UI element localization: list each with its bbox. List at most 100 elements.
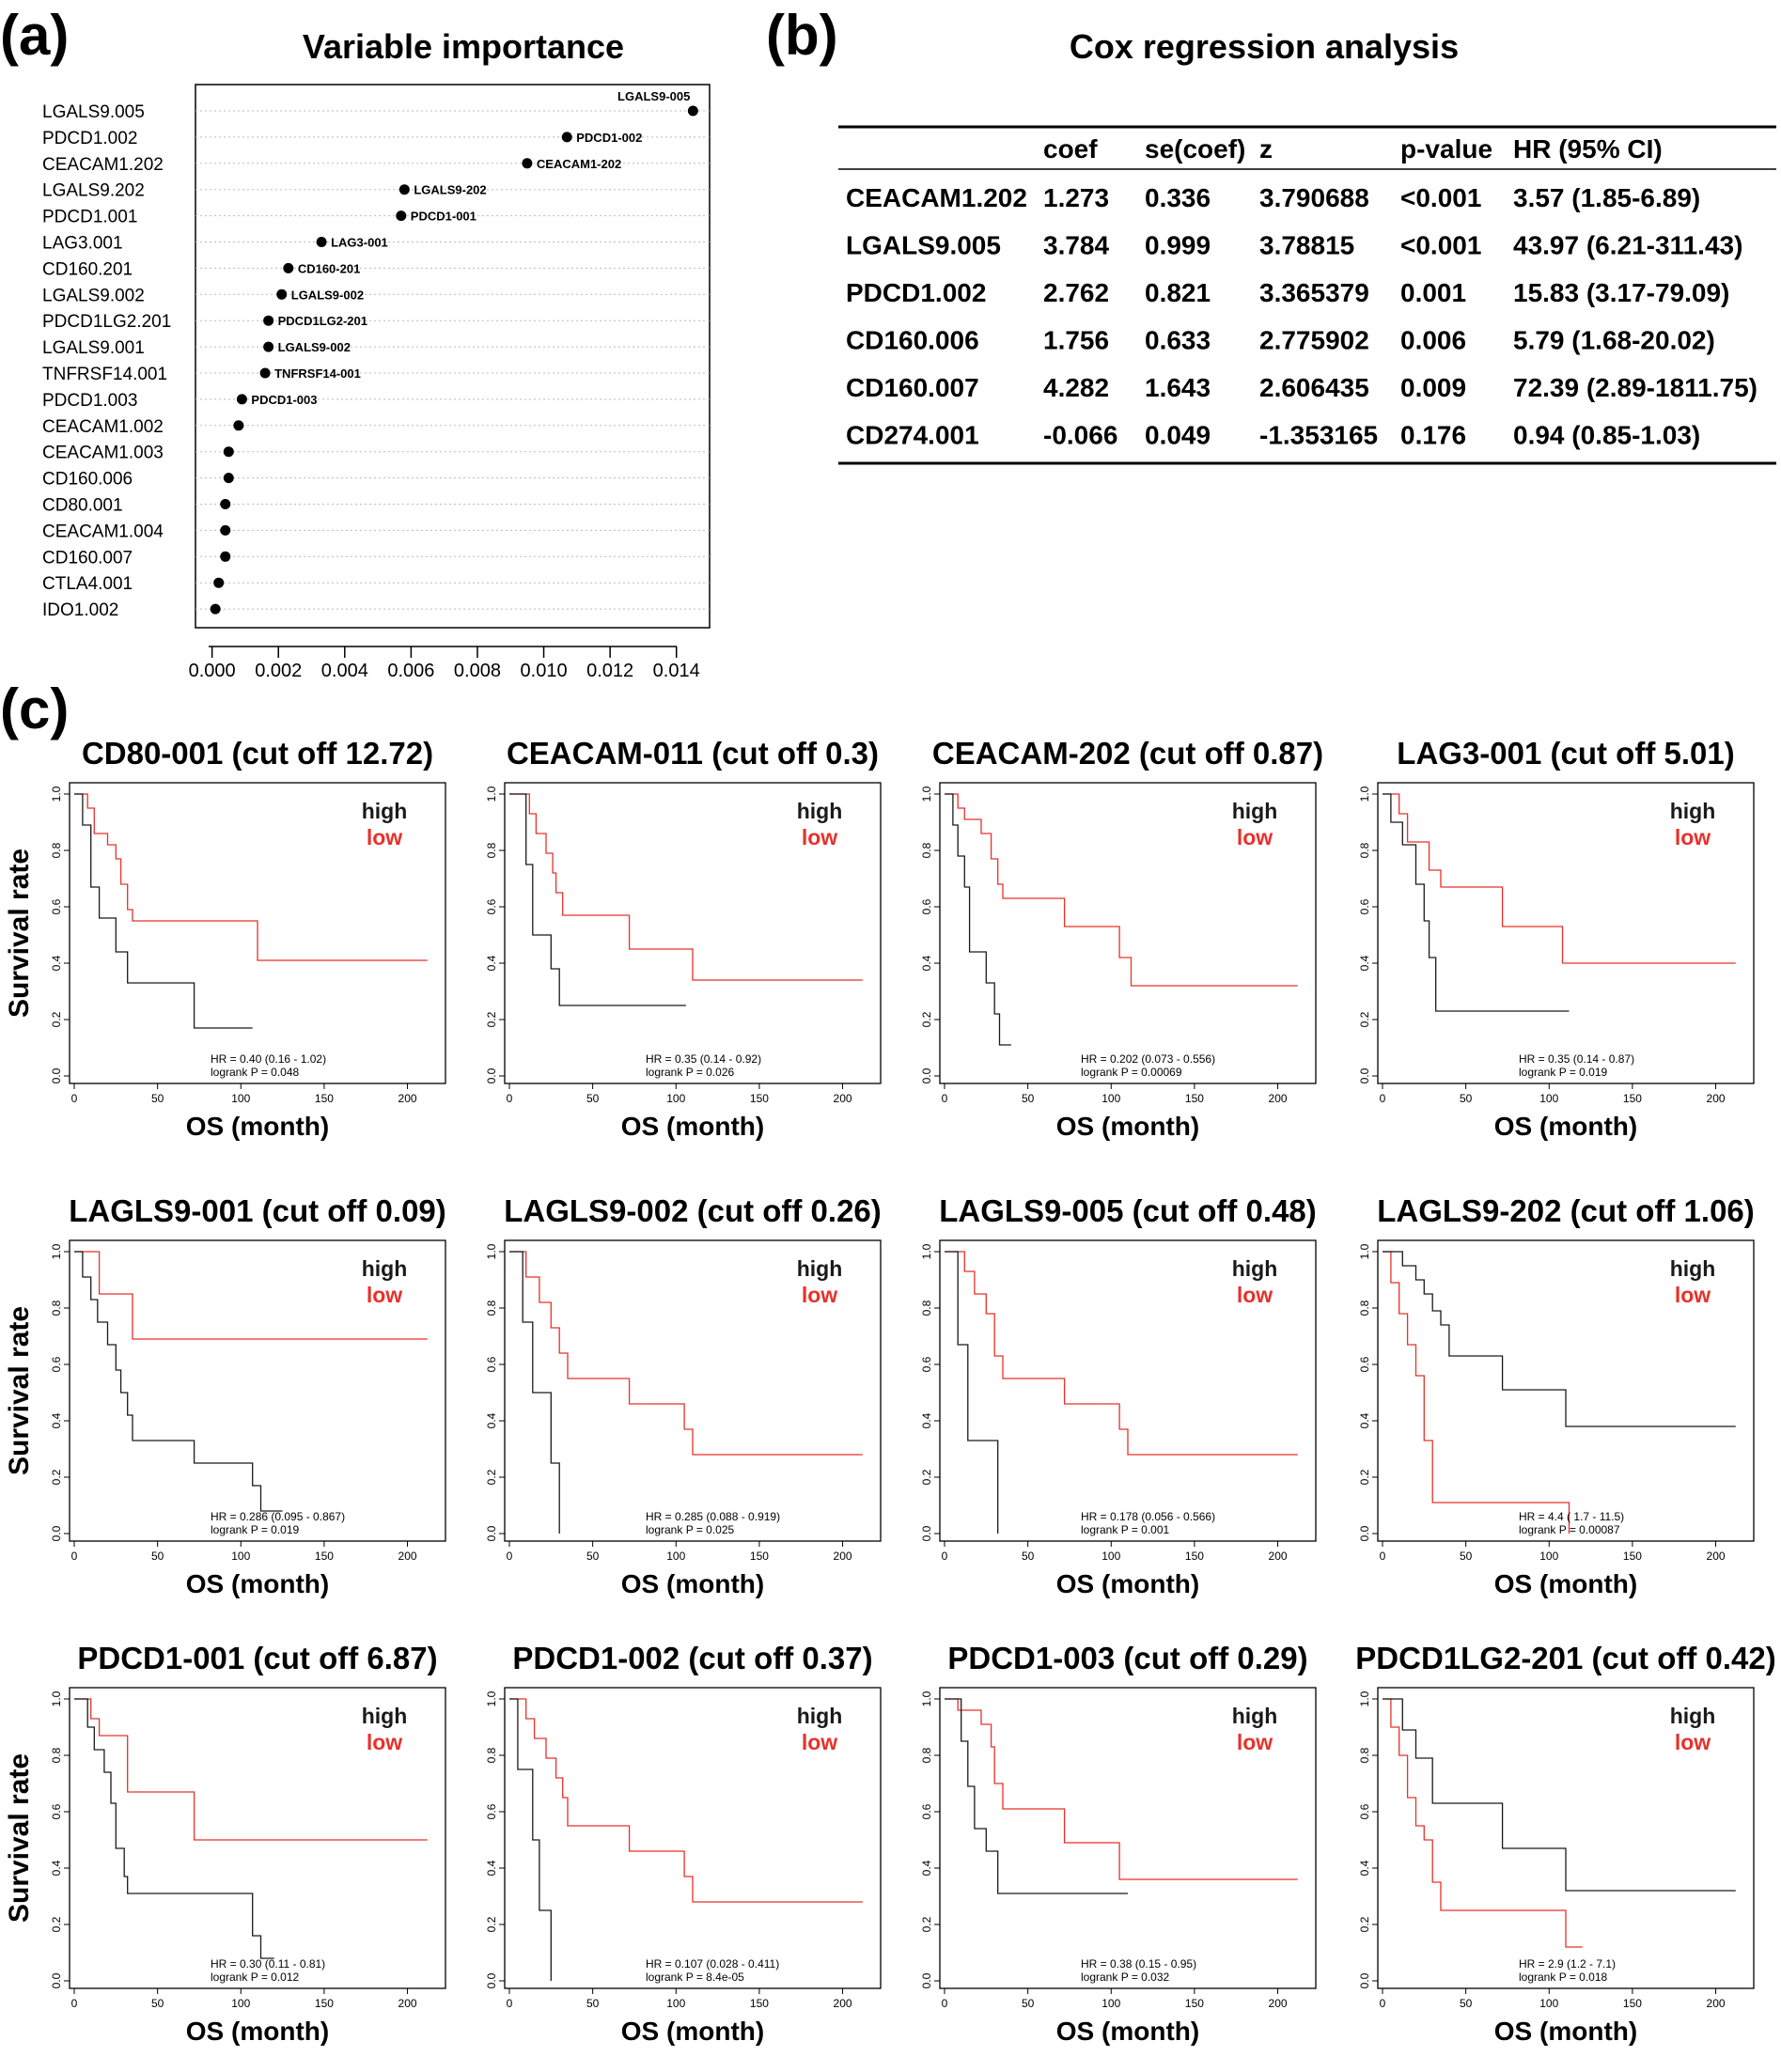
km-x-tick-label: 100 xyxy=(231,1997,250,2010)
km-y-tick-label: 0.6 xyxy=(920,1356,933,1372)
km-panel-title: LAGLS9-005 (cut off 0.48) xyxy=(939,1193,1317,1228)
km-logrank-p: logrank P = 0.001 xyxy=(1081,1523,1170,1536)
km-y-tick-label: 1.0 xyxy=(1358,1243,1371,1259)
km-x-tick-label: 0 xyxy=(71,1092,78,1105)
table-column-header: HR (95% CI) xyxy=(1513,134,1663,164)
km-y-tick-label: 1.0 xyxy=(485,1243,498,1259)
km-plot-frame xyxy=(1377,782,1755,1084)
km-x-tick-label: 100 xyxy=(1101,1997,1120,2010)
km-x-tick-label: 0 xyxy=(71,1997,78,2010)
importance-point-label: CD160-201 xyxy=(298,261,361,275)
km-legend-low: low xyxy=(1237,1730,1273,1754)
km-y-tick-label: 0.8 xyxy=(920,1300,933,1316)
km-legend-low: low xyxy=(367,825,402,849)
importance-point xyxy=(220,499,231,509)
importance-point xyxy=(233,420,244,431)
km-y-tick-label: 0.8 xyxy=(485,1300,498,1316)
km-logrank-p: logrank P = 0.012 xyxy=(211,1971,300,1984)
km-logrank-p: logrank P = 0.032 xyxy=(1081,1971,1170,1984)
km-legend-high: high xyxy=(362,1704,408,1728)
km-y-tick-label: 0.2 xyxy=(50,1469,63,1485)
km-y-tick-label: 0.8 xyxy=(920,842,933,858)
importance-variable-label: LAG3.001 xyxy=(42,234,123,254)
km-y-tick-label: 0.4 xyxy=(485,955,498,971)
km-x-tick-label: 0 xyxy=(507,1550,513,1563)
km-x-tick-label: 100 xyxy=(231,1092,250,1105)
table-cell: 3.790688 xyxy=(1259,183,1369,212)
table-row-label: CD160.006 xyxy=(846,326,979,355)
km-logrank-p: logrank P = 0.019 xyxy=(1519,1066,1608,1079)
km-x-tick-label: 150 xyxy=(315,1092,334,1105)
importance-point xyxy=(283,262,294,273)
importance-variable-label: PDCD1.003 xyxy=(42,391,137,411)
km-y-tick-label: 0.0 xyxy=(920,1525,933,1541)
importance-variable-label: CEACAM1.002 xyxy=(42,417,164,437)
importance-variable-label: PDCD1LG2.201 xyxy=(42,312,171,332)
table-cell: 3.784 xyxy=(1043,231,1109,260)
km-hazard-ratio: HR = 0.30 (0.11 - 0.81) xyxy=(211,1957,325,1971)
table-cell: 0.821 xyxy=(1145,278,1211,307)
km-panel: LAGLS9-005 (cut off 0.48) 0 50 100 150 200 0.0… xyxy=(920,1193,1317,1598)
km-curve-high xyxy=(74,793,253,1029)
importance-x-tick-label: 0.010 xyxy=(521,661,568,681)
importance-point xyxy=(687,105,698,117)
km-y-tick-label: 0.2 xyxy=(920,1469,933,1485)
importance-point xyxy=(220,524,231,536)
km-legend-low: low xyxy=(802,1730,837,1754)
km-x-tick-label: 50 xyxy=(1460,1092,1473,1105)
km-x-tick-label: 100 xyxy=(666,1550,685,1563)
importance-variable-label: CD160.006 xyxy=(42,470,133,490)
table-cell: 0.006 xyxy=(1400,326,1466,355)
table-cell: 15.83 (3.17-79.09) xyxy=(1513,278,1729,307)
km-curve-high xyxy=(1383,793,1570,1012)
table-cell: 2.606435 xyxy=(1259,373,1369,402)
km-plot-frame xyxy=(939,1239,1317,1542)
km-curve-high xyxy=(509,793,686,1006)
km-logrank-p: logrank P = 0.00087 xyxy=(1519,1523,1620,1536)
table-cell: 0.009 xyxy=(1400,373,1466,402)
importance-variable-label: CEACAM1.004 xyxy=(42,522,164,541)
km-panel-title: CEACAM-202 (cut off 0.87) xyxy=(932,736,1323,771)
table-cell: 0.001 xyxy=(1400,278,1466,307)
km-panel-title: CD80-001 (cut off 12.72) xyxy=(82,736,433,771)
km-x-axis-label: OS (month) xyxy=(186,1112,329,1141)
importance-variable-label: LGALS9.005 xyxy=(42,102,145,122)
km-y-tick-label: 0.0 xyxy=(1358,1067,1371,1083)
km-curve-high xyxy=(1383,1698,1736,1892)
importance-x-tick-label: 0.014 xyxy=(653,661,700,681)
table-cell: 72.39 (2.89-1811.75) xyxy=(1513,373,1758,402)
importance-x-tick-label: 0.002 xyxy=(255,661,302,681)
table-cell: 3.57 (1.85-6.89) xyxy=(1513,183,1700,212)
km-x-tick-label: 150 xyxy=(1623,1997,1642,2010)
km-y-tick-label: 1.0 xyxy=(50,1243,63,1259)
importance-variable-label: CD160.201 xyxy=(42,259,133,279)
km-legend-high: high xyxy=(1670,1704,1716,1728)
km-y-tick-label: 0.2 xyxy=(485,1916,498,1932)
km-x-tick-label: 0 xyxy=(71,1550,78,1563)
km-x-tick-label: 150 xyxy=(750,1092,769,1105)
km-panel-title: PDCD1-003 (cut off 0.29) xyxy=(947,1641,1307,1675)
km-x-axis-label: OS (month) xyxy=(621,2017,764,2046)
km-legend-low: low xyxy=(1675,1730,1711,1754)
importance-point xyxy=(223,473,234,484)
km-x-axis-label: OS (month) xyxy=(1494,1569,1637,1598)
importance-point-label: LGALS9-002 xyxy=(291,288,364,302)
km-y-tick-label: 0.4 xyxy=(485,1860,498,1876)
importance-variable-label: CEACAM1.202 xyxy=(42,155,164,175)
km-legend-high: high xyxy=(1670,799,1716,823)
km-panel-title: LAG3-001 (cut off 5.01) xyxy=(1397,736,1734,771)
km-x-axis-label: OS (month) xyxy=(621,1112,764,1141)
km-x-tick-label: 200 xyxy=(1707,1550,1726,1563)
table-cell: 0.633 xyxy=(1145,326,1211,355)
km-hazard-ratio: HR = 0.286 (0.095 - 0.867) xyxy=(211,1510,345,1523)
km-legend-high: high xyxy=(1232,1704,1278,1728)
km-y-tick-label: 0.6 xyxy=(920,1803,933,1819)
importance-variable-label: CD80.001 xyxy=(42,496,123,516)
km-x-tick-label: 150 xyxy=(1185,1092,1204,1105)
importance-variable-label: CEACAM1.003 xyxy=(42,444,164,463)
km-y-tick-label: 0.4 xyxy=(920,1860,933,1876)
table-cell: 0.336 xyxy=(1145,183,1211,212)
importance-point-label: CEACAM1-202 xyxy=(537,157,621,171)
km-curve-low xyxy=(509,1698,863,1903)
importance-point-label: LAG3-001 xyxy=(331,236,388,250)
